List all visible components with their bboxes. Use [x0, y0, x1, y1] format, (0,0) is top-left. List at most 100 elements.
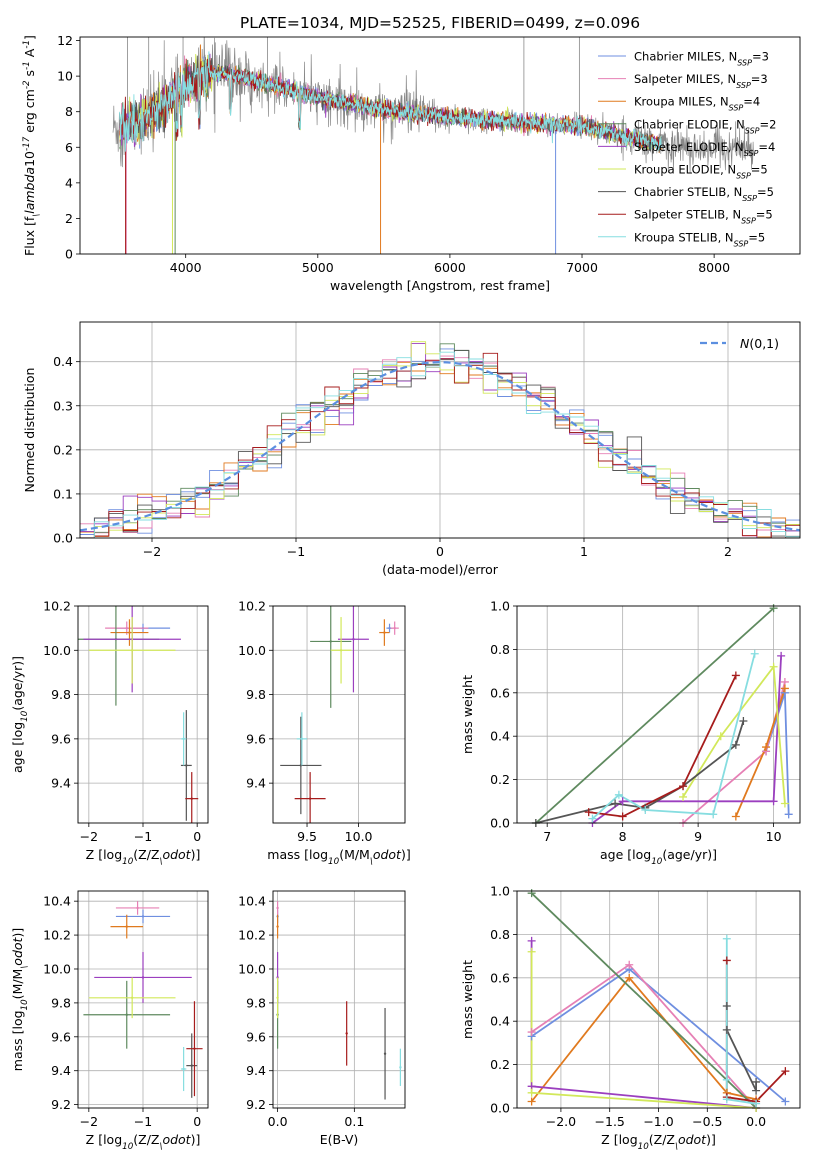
residuals-ytick-label: 0.4	[53, 354, 73, 369]
weight_vs_age-frame	[516, 605, 801, 824]
weight-marker	[750, 649, 759, 658]
data-point	[141, 976, 145, 979]
age_vs_Z-grid	[78, 605, 208, 823]
age_vs_mass-ytick-label: 9.6	[246, 731, 266, 746]
age_vs_Z-ytick-label: 10.2	[43, 599, 71, 614]
mass_vs_EBV-xlabel: E(B-V)	[320, 1132, 359, 1147]
age_vs_mass-ytick-label: 10.2	[238, 599, 266, 614]
weight-series-line	[530, 940, 757, 1108]
weight-marker	[611, 799, 620, 808]
age_vs_mass-xtick-label: 9.5	[297, 829, 317, 844]
spectrum-ytick-label: 10	[57, 69, 73, 84]
weight-series-line	[530, 976, 757, 1103]
mass_vs_Z-ytick-label: 10.4	[43, 894, 71, 909]
weight_vs_Z-grid	[517, 890, 800, 1109]
residual-histogram	[80, 351, 800, 538]
age_vs_Z-ytick-label: 9.8	[51, 687, 71, 702]
weight_vs_Z-xtick-label: −2.0	[546, 1114, 576, 1129]
weight-marker	[641, 805, 650, 814]
age-vs-Z-panel: −2 −1 0 9.4 9.6 9.8 10.0 10.2 Z [log10(Z/Z\odot)…	[10, 599, 209, 867]
mass_vs_EBV-ytick-label: 10.0	[238, 961, 266, 976]
residuals-plot-area	[80, 341, 800, 538]
data-point	[345, 1032, 348, 1035]
weight-marker	[527, 889, 536, 898]
legend-label: Chabrier STELIB, NSSP=5	[634, 185, 774, 203]
mass_vs_Z-ytick-label: 9.6	[51, 1029, 71, 1044]
weight-vs-age-panel: 7 8 9 10 0.0 0.2 0.4 0.6 0.8 1.0 age [log10(age/yr…	[460, 599, 801, 867]
weight-series-line	[591, 655, 782, 823]
weight_vs_age-grid	[517, 605, 800, 824]
data-point	[388, 626, 391, 630]
age_vs_mass-ytick-label: 9.4	[246, 776, 266, 791]
spectrum-frame	[79, 36, 801, 255]
age_vs_mass-frame	[272, 605, 406, 824]
legend-label: Chabrier ELODIE, NSSP=2	[634, 117, 776, 135]
weight-marker	[709, 810, 718, 819]
weight-marker	[618, 812, 627, 821]
data-point	[190, 1064, 193, 1067]
age_vs_Z-xlabel: Z [log10(Z/Z\odot)]	[86, 847, 201, 867]
model-spectrum	[119, 44, 662, 154]
weight-marker	[527, 936, 536, 945]
mass_vs_Z-frame	[77, 890, 209, 1109]
weight_vs_age-ytick-label: 1.0	[490, 599, 510, 614]
spectrum-ylabel: Flux [f\lambda10-17 erg cm-2 s-1 A-1]	[22, 35, 42, 256]
data-point	[185, 764, 188, 767]
weight_vs_Z-ytick-label: 0.4	[490, 1014, 510, 1029]
weight-marker	[777, 651, 786, 660]
weight_vs_Z-xtick-label: −0.5	[692, 1114, 722, 1129]
mass_vs_Z-ytick-label: 9.8	[51, 995, 71, 1010]
mass_vs_Z-ytick-label: 9.4	[51, 1063, 71, 1078]
weight_vs_age-ytick-label: 0.8	[490, 642, 510, 657]
weight_vs_age-xtick-label: 10	[766, 829, 782, 844]
age_vs_Z-ytick-label: 9.4	[51, 776, 71, 791]
weight_vs_Z-xtick-label: 0.0	[746, 1114, 766, 1129]
data-point	[276, 906, 279, 910]
residuals-ytick-label: 0.0	[53, 531, 73, 546]
mass_vs_Z-xtick-label: −1	[134, 1114, 152, 1129]
weight-series-line	[682, 664, 786, 804]
mass_vs_EBV-xtick-label: 0.0	[268, 1114, 288, 1129]
weight-marker	[781, 1067, 790, 1076]
weight-series-line	[535, 720, 745, 823]
residuals-legend: N(0,1)	[700, 336, 779, 351]
weight_vs_Z-ytick-label: 0.0	[490, 1101, 510, 1116]
data-point	[130, 649, 134, 652]
spectrum-xtick-label: 6000	[434, 260, 466, 275]
data-point	[190, 797, 193, 800]
weight-marker	[731, 740, 740, 749]
weight_vs_Z-ylabel: mass weight	[460, 960, 475, 1039]
age_vs_Z-ytick-label: 10.0	[43, 643, 71, 658]
weight-marker	[722, 1095, 731, 1104]
weight-marker	[722, 1002, 731, 1011]
weight-marker	[781, 1097, 790, 1106]
residuals-xtick-label: −1	[287, 544, 305, 559]
residuals-ytick-label: 0.3	[53, 398, 73, 413]
weight-marker	[752, 1099, 761, 1108]
data-point	[141, 915, 145, 918]
age_vs_mass-ytick-label: 9.8	[246, 687, 266, 702]
weight-marker	[731, 812, 740, 821]
mass_vs_Z-ylabel: mass [log10(M/M\odot)]	[10, 928, 30, 1071]
mass_vs_Z-xtick-label: −2	[80, 1114, 98, 1129]
weight_vs_Z-xtick-label: −1.5	[595, 1114, 625, 1129]
weight-marker	[614, 790, 623, 799]
weight_vs_age-plot-area	[535, 607, 790, 823]
weight_vs_age-ylabel: mass weight	[460, 675, 475, 754]
weight-marker	[588, 814, 597, 823]
figure-title: PLATE=1034, MJD=52525, FIBERID=0499, z=0…	[240, 14, 640, 32]
residuals-panel: −2 −1 0 1 2 0.0 0.1 0.2 0.3 0.4 (data-model)/error…	[22, 321, 801, 577]
weight-marker	[769, 797, 778, 806]
mass_vs_Z-ytick-label: 10.0	[43, 961, 71, 976]
age_vs_mass-xtick-label: 10.0	[345, 829, 373, 844]
data-point	[125, 626, 128, 630]
residuals-ytick-label: 0.1	[53, 486, 73, 501]
mass_vs_EBV-ytick-label: 9.8	[246, 995, 266, 1010]
spectrum-ytick-label: 8	[65, 104, 73, 119]
legend-label: Kroupa STELIB, NSSP=5	[634, 230, 765, 248]
weight-marker	[625, 973, 634, 982]
spectrum-panel: 4000 5000 6000 7000 8000 0 2 4 6 8 10 12 wavelength …	[22, 33, 801, 293]
weight-marker	[679, 792, 688, 801]
residuals-frame	[79, 321, 801, 539]
